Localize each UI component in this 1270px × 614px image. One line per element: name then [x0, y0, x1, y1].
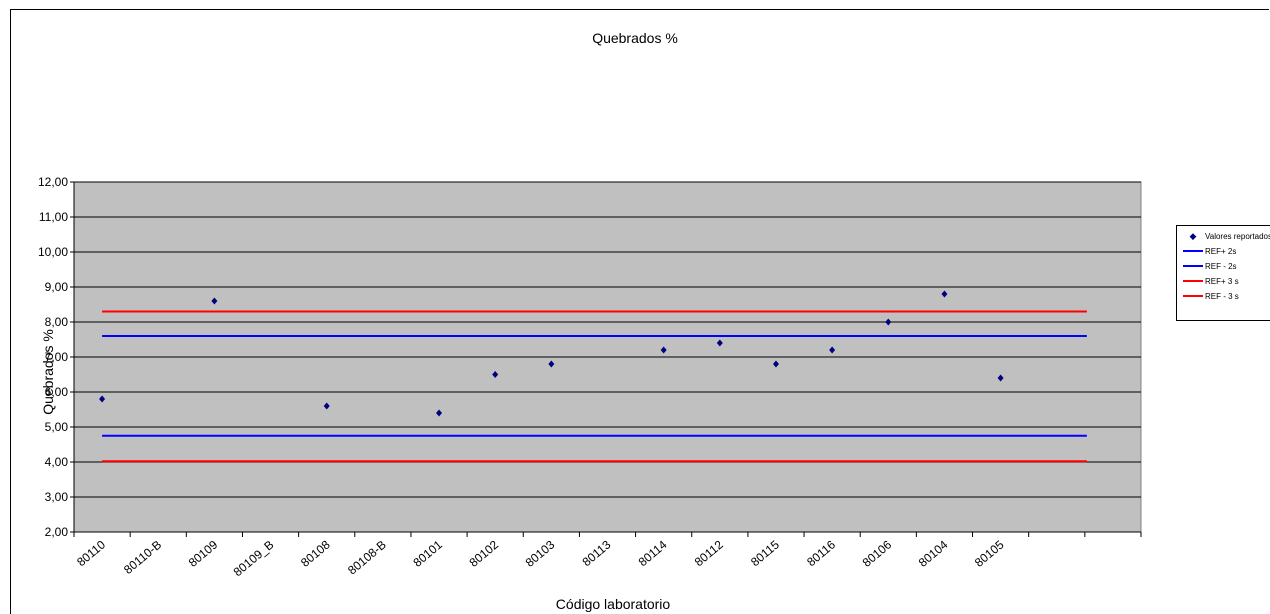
- legend-line-swatch: [1183, 265, 1203, 267]
- y-tick-label: 8,00: [45, 315, 69, 329]
- data-point: [436, 409, 443, 417]
- x-tick-label: 80109_B: [231, 538, 277, 580]
- data-point: [997, 374, 1004, 382]
- data-point: [548, 360, 555, 368]
- x-tick-label: 80114: [636, 537, 670, 569]
- legend-label: Valores reportados: [1205, 231, 1270, 241]
- data-point: [99, 395, 106, 403]
- data-point: [323, 402, 330, 410]
- legend-item: REF - 2s: [1183, 260, 1237, 272]
- data-point: [885, 318, 892, 326]
- y-tick-label: 5,00: [45, 420, 69, 434]
- x-tick-label: 80110: [74, 537, 108, 569]
- data-point: [941, 290, 948, 298]
- x-tick-label: 80109: [186, 537, 221, 569]
- data-point: [492, 371, 499, 378]
- y-tick-label: 4,00: [45, 455, 69, 469]
- data-point: [772, 360, 779, 368]
- x-tick-label: 80101: [410, 537, 445, 569]
- legend-item: REF+ 3 s: [1183, 275, 1239, 287]
- y-tick-label: 7,00: [45, 350, 69, 364]
- x-tick-label: 80113: [580, 537, 614, 569]
- x-tick-label: 80116: [804, 537, 838, 569]
- chart-title: Quebrados %: [592, 30, 678, 46]
- x-tick-label: 80102: [467, 537, 502, 569]
- x-tick-label: 80108-B: [345, 538, 389, 578]
- legend-line-swatch: [1183, 295, 1203, 297]
- chart-legend: ◆ Valores reportados REF+ 2s REF - 2s REF+ 3…: [1176, 225, 1270, 321]
- y-tick-label: 6,00: [45, 385, 69, 399]
- data-point: [829, 346, 836, 354]
- legend-item: ◆ Valores reportados: [1183, 230, 1270, 242]
- legend-label: REF - 3 s: [1205, 291, 1239, 301]
- data-point: [660, 346, 667, 354]
- x-tick-label: 80106: [860, 537, 895, 569]
- x-tick-label: 80103: [523, 537, 558, 569]
- data-point: [211, 297, 218, 305]
- legend-label: REF+ 2s: [1205, 246, 1237, 256]
- y-tick-label: 10,00: [38, 245, 68, 259]
- chart-frame: [10, 9, 1269, 614]
- y-axis-label: Quebrados %: [39, 329, 56, 415]
- legend-marker-diamond-icon: ◆: [1189, 230, 1197, 241]
- legend-label: REF - 2s: [1205, 261, 1237, 271]
- legend-item: REF - 3 s: [1183, 290, 1239, 302]
- x-tick-label: 80110-B: [121, 538, 164, 577]
- legend-line-swatch: [1183, 250, 1203, 252]
- x-tick-label: 80115: [748, 537, 782, 569]
- y-tick-label: 2,00: [45, 525, 69, 539]
- y-tick-label: 12,00: [38, 175, 68, 189]
- y-tick-label: 9,00: [45, 280, 69, 294]
- x-tick-label: 80112: [692, 537, 726, 569]
- y-tick-label: 11,00: [39, 210, 68, 224]
- data-point: [716, 339, 723, 347]
- x-tick-label: 80105: [972, 537, 1007, 569]
- x-axis-label: Código laboratorio: [555, 596, 671, 612]
- x-tick-label: 80108: [298, 537, 333, 569]
- legend-item: REF+ 2s: [1183, 245, 1236, 257]
- legend-label: REF+ 3 s: [1205, 276, 1239, 286]
- x-tick-label: 80104: [916, 537, 951, 569]
- y-tick-label: 3,00: [45, 490, 69, 504]
- legend-line-swatch: [1183, 280, 1203, 282]
